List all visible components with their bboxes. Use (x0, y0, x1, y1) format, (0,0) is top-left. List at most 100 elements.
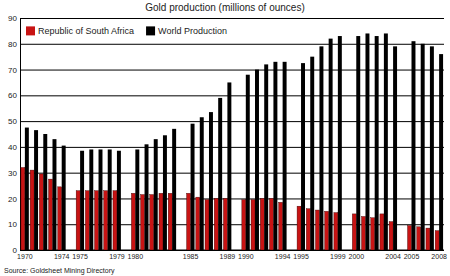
x-tick: 2008 (431, 253, 447, 260)
bar (306, 209, 310, 250)
bar (95, 191, 99, 250)
bar (218, 98, 222, 250)
x-tick: 1994 (275, 253, 291, 260)
x-tick: 1989 (220, 253, 236, 260)
bar (246, 75, 250, 250)
bar (251, 200, 255, 250)
bar (301, 63, 305, 250)
x-tick: 2000 (348, 253, 364, 260)
x-tick-label: 1995 (293, 253, 309, 260)
bar (435, 231, 439, 250)
bar (365, 33, 369, 250)
bar (191, 124, 195, 250)
bar (255, 70, 259, 250)
bar (131, 193, 135, 250)
bar (375, 36, 379, 250)
bar (209, 112, 213, 250)
bar (260, 198, 264, 250)
x-tick: 1974 (54, 253, 70, 260)
y-axis: 0102030405060708090 (8, 14, 444, 255)
bar (329, 39, 333, 250)
x-tick: 1990 (238, 253, 254, 260)
x-tick: 2004 (385, 253, 401, 260)
x-tick: 1999 (330, 253, 346, 260)
x-tick-label: 1975 (72, 253, 88, 260)
source: Source: Goldsheet Mining Directory (4, 267, 115, 275)
legend-label: Republic of South Africa (38, 26, 134, 36)
legend: Republic of South AfricaWorld Production (26, 26, 227, 36)
grid-line (20, 95, 444, 96)
grid-line (20, 44, 444, 45)
y-tick-label: 70 (8, 66, 17, 75)
bar (319, 46, 323, 250)
x-tick-label: 1974 (54, 253, 70, 260)
y-tick-label: 40 (8, 143, 17, 152)
x-tick-label: 1980 (128, 253, 144, 260)
x-tick-label: 2005 (404, 253, 420, 260)
bar (200, 117, 204, 250)
bar (99, 149, 103, 250)
bar (380, 214, 384, 250)
x-tick: 2005 (404, 253, 420, 260)
bar (205, 200, 209, 250)
bar (58, 187, 62, 250)
x-tick: 1970 (17, 253, 33, 260)
bar (145, 144, 149, 250)
bar (150, 195, 154, 250)
bar (371, 218, 375, 250)
y-tick-label: 30 (8, 169, 17, 178)
legend-swatch (26, 26, 35, 35)
bar (117, 151, 121, 250)
x-tick-label: 1970 (17, 253, 33, 260)
bar (393, 46, 397, 250)
bar (384, 33, 388, 250)
bar (214, 198, 218, 250)
bar (108, 149, 112, 250)
bar (141, 195, 145, 250)
x-tick-label: 1985 (183, 253, 199, 260)
bar (62, 146, 66, 250)
bar (439, 54, 443, 250)
bars (21, 33, 443, 250)
bar (76, 191, 80, 250)
bar (89, 149, 93, 250)
x-tick: 1979 (109, 253, 125, 260)
bar (223, 198, 227, 250)
bar (297, 206, 301, 250)
bar (172, 129, 176, 250)
bar (352, 214, 356, 250)
bar (412, 41, 416, 250)
grid-line (20, 250, 444, 251)
bar (196, 197, 200, 250)
x-axis: 1970 19741975 19791980 1985 19891990 19941995… (17, 250, 447, 260)
bar (30, 170, 34, 250)
bar (227, 82, 231, 250)
bar (242, 200, 246, 250)
bar (426, 228, 430, 250)
grid-line (20, 147, 444, 148)
bar (34, 130, 38, 250)
y-tick-label: 50 (8, 117, 17, 126)
bar (279, 202, 283, 250)
x-tick-label: 2000 (348, 253, 364, 260)
y-tick-label: 60 (8, 91, 17, 100)
bar (338, 36, 342, 250)
title: Gold production (millions of ounces) (145, 2, 305, 13)
y-axis-line (21, 19, 445, 251)
legend-swatch (146, 26, 155, 35)
y-tick-label: 80 (8, 40, 17, 49)
bar (362, 216, 366, 250)
chart: Gold production (millions of ounces)0102… (0, 0, 450, 276)
bar (154, 139, 158, 250)
bar (389, 222, 393, 250)
bar (43, 134, 47, 250)
bar (25, 128, 29, 250)
bar (269, 198, 273, 250)
x-tick-label: 2004 (385, 253, 401, 260)
grid-line (20, 121, 444, 122)
bar (85, 191, 89, 250)
bar (104, 191, 108, 250)
x-tick-label: 1990 (238, 253, 254, 260)
y-tick-label: 10 (8, 220, 17, 229)
bar (264, 64, 268, 250)
